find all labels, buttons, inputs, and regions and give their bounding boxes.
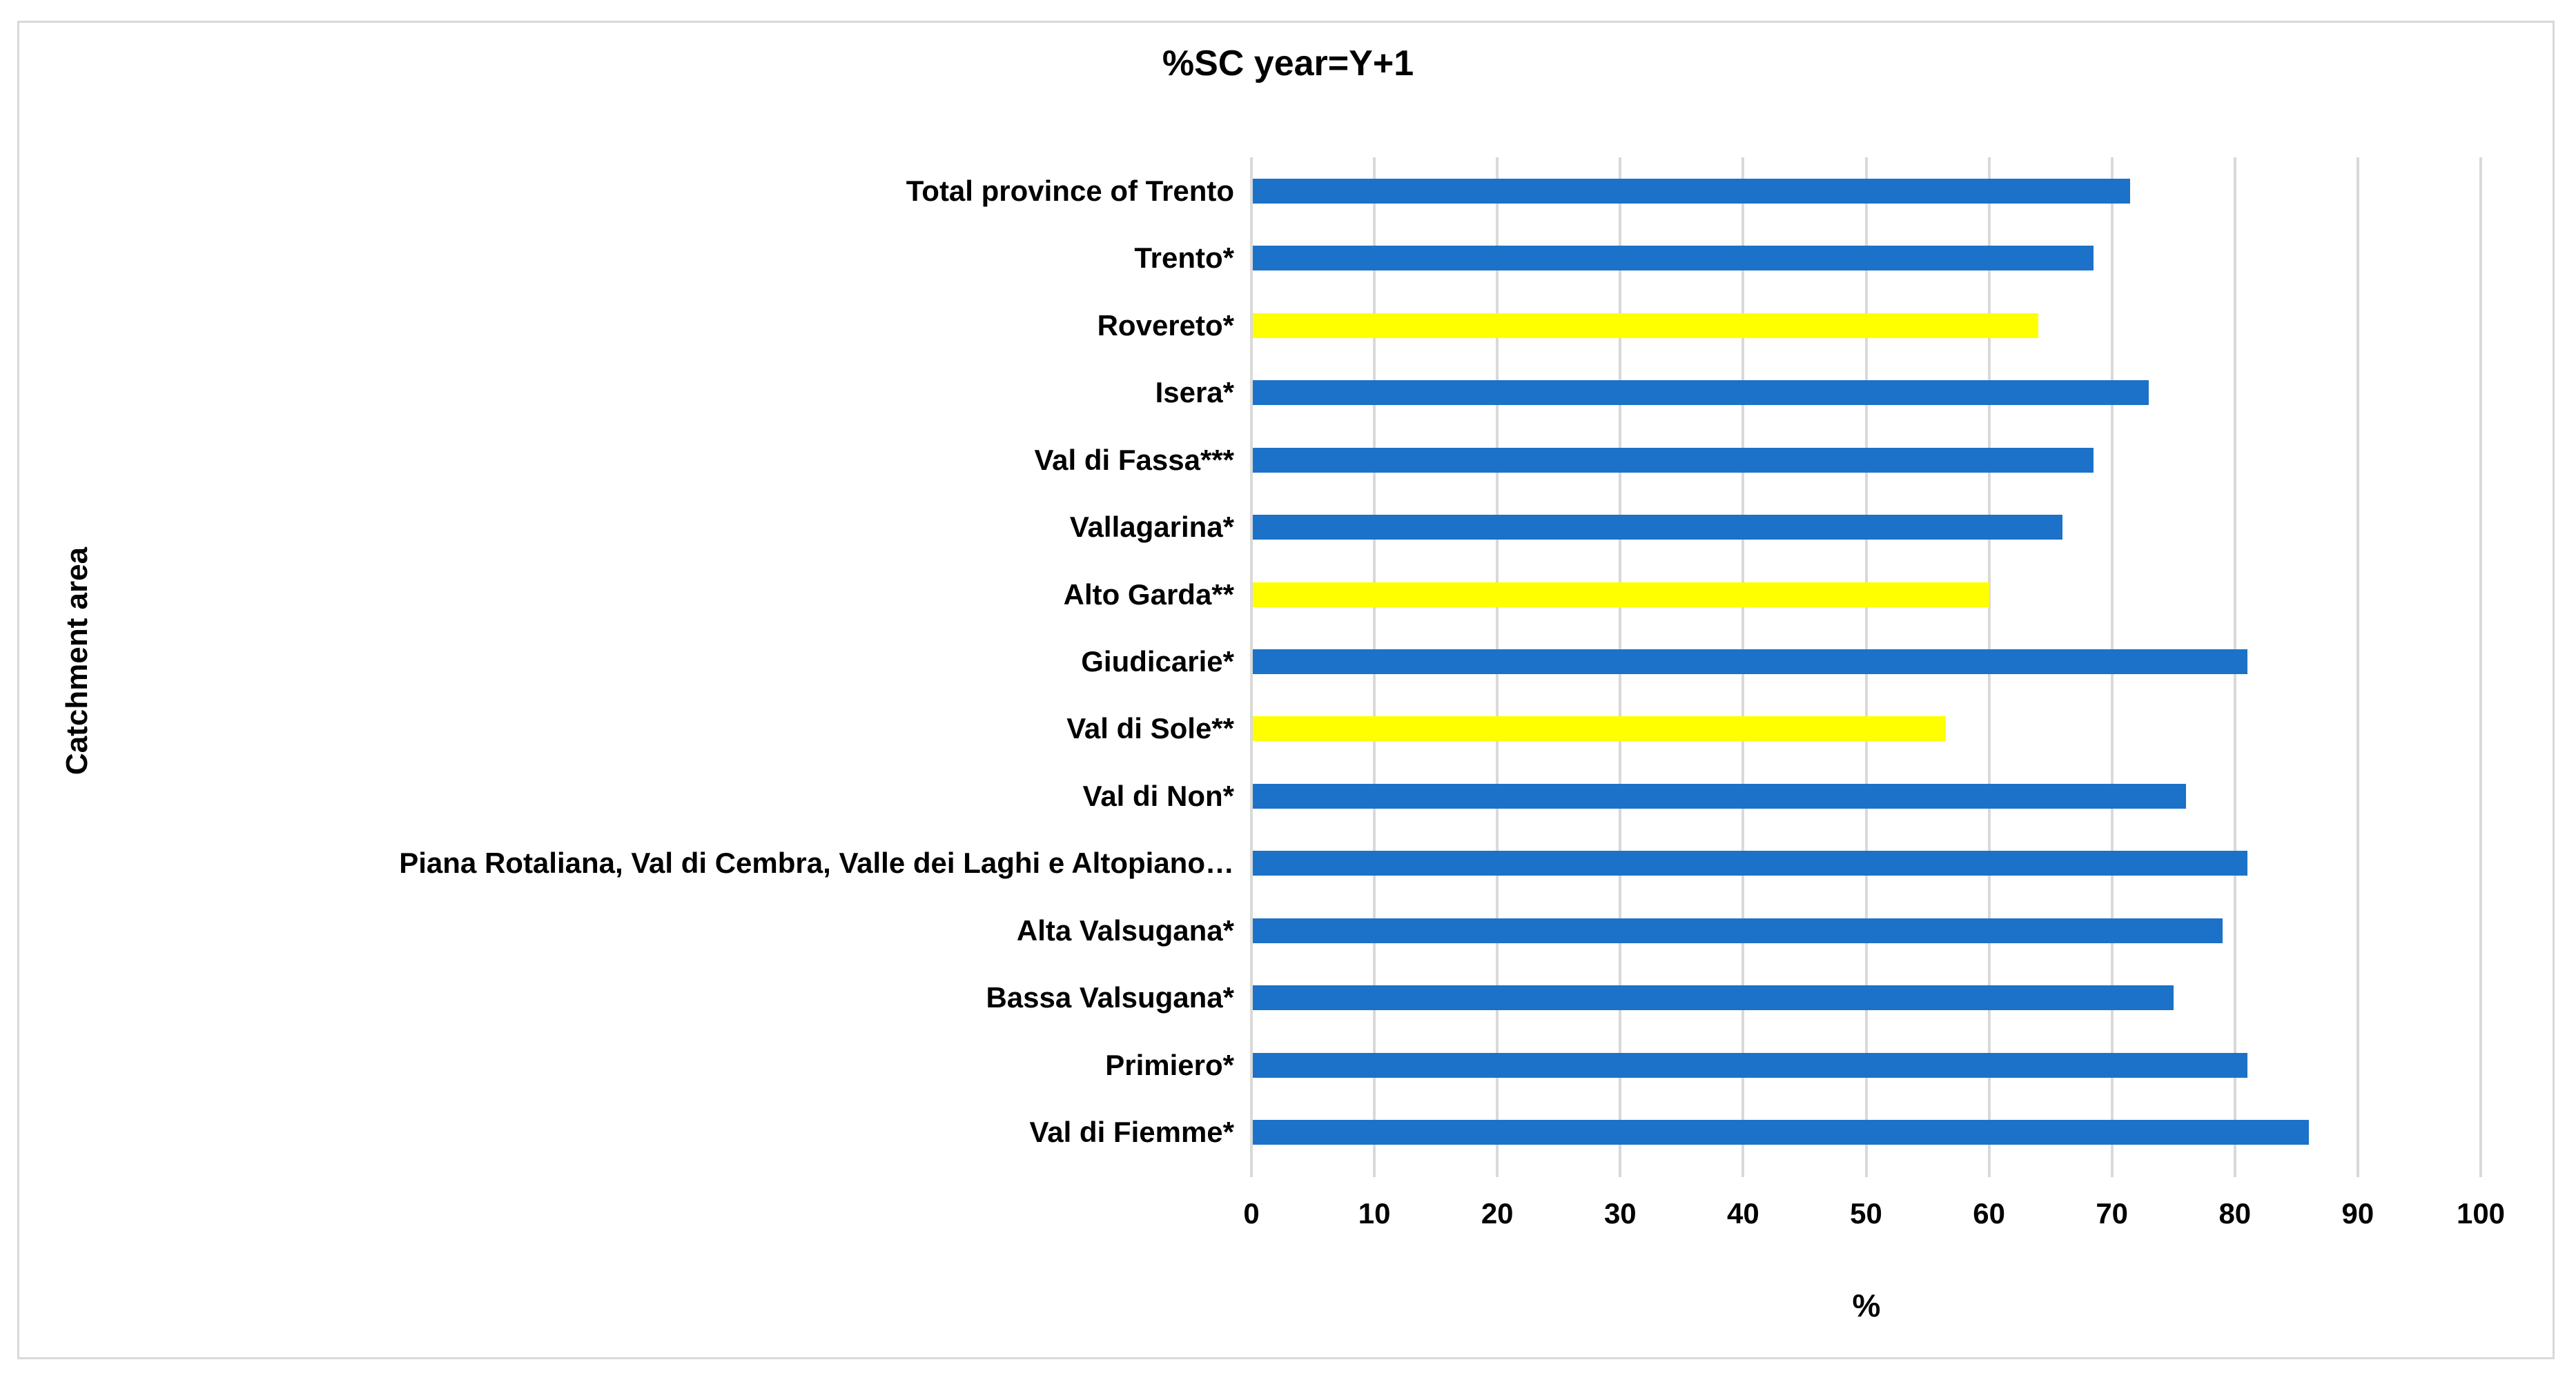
gridline-90 — [2356, 157, 2359, 1166]
tick-mark-50 — [1864, 1166, 1868, 1177]
value-axis-line — [1250, 157, 1253, 1166]
x-tick-label-90: 90 — [2341, 1197, 2374, 1230]
tick-mark-60 — [1987, 1166, 1991, 1177]
x-tick-label-40: 40 — [1727, 1197, 1759, 1230]
category-label-7: Alto Garda** — [1063, 578, 1234, 611]
bar-9 — [1253, 716, 1946, 742]
tick-mark-100 — [2479, 1166, 2482, 1177]
x-tick-label-20: 20 — [1481, 1197, 1514, 1230]
x-tick-label-10: 10 — [1358, 1197, 1391, 1230]
bar-7 — [1253, 582, 1989, 607]
tick-mark-40 — [1741, 1166, 1745, 1177]
bar-2 — [1253, 246, 2094, 271]
bar-13 — [1253, 985, 2174, 1011]
category-label-10: Val di Non* — [1082, 779, 1234, 812]
bar-1 — [1253, 178, 2131, 204]
x-tick-label-30: 30 — [1603, 1197, 1637, 1230]
plot-area — [1250, 157, 2482, 1177]
category-label-3: Rovereto* — [1097, 308, 1234, 342]
bar-14 — [1253, 1052, 2247, 1078]
bar-3 — [1253, 313, 2038, 338]
x-tick-label-70: 70 — [2096, 1197, 2129, 1230]
category-label-2: Trento* — [1134, 241, 1234, 275]
tick-mark-0 — [1250, 1166, 1253, 1177]
x-tick-label-80: 80 — [2218, 1197, 2252, 1230]
x-tick-label-100: 100 — [2456, 1197, 2506, 1230]
x-tick-label-0: 0 — [1243, 1197, 1260, 1230]
category-label-14: Primiero* — [1105, 1048, 1234, 1081]
bar-12 — [1253, 918, 2223, 943]
tick-mark-70 — [2110, 1166, 2114, 1177]
x-axis-title: % — [1852, 1288, 1881, 1323]
x-tick-label-50: 50 — [1850, 1197, 1882, 1230]
bar-4 — [1253, 380, 2149, 406]
category-label-5: Val di Fassa*** — [1034, 443, 1234, 476]
y-axis-title: Catchment area — [60, 546, 94, 776]
tick-mark-80 — [2233, 1166, 2236, 1177]
category-label-12: Alta Valsugana* — [1016, 914, 1234, 947]
bar-8 — [1253, 649, 2247, 674]
category-label-9: Val di Sole** — [1066, 712, 1234, 745]
bar-10 — [1253, 783, 2186, 809]
bar-11 — [1253, 851, 2247, 876]
bar-6 — [1253, 515, 2063, 540]
category-label-11: Piana Rotaliana, Val di Cembra, Valle de… — [399, 847, 1234, 880]
category-label-4: Isera* — [1155, 376, 1234, 409]
category-label-15: Val di Fiemme* — [1029, 1116, 1234, 1149]
category-label-8: Giudicarie* — [1081, 644, 1234, 678]
tick-mark-20 — [1496, 1166, 1499, 1177]
tick-mark-10 — [1373, 1166, 1376, 1177]
chart-title: %SC year=Y+1 — [1162, 43, 1414, 83]
category-label-13: Bassa Valsugana* — [986, 981, 1234, 1014]
x-tick-label-60: 60 — [1973, 1197, 2005, 1230]
gridline-100 — [2479, 157, 2482, 1166]
tick-mark-30 — [1619, 1166, 1622, 1177]
bar-15 — [1253, 1120, 2309, 1145]
category-label-6: Vallagarina* — [1069, 511, 1234, 544]
bar-5 — [1253, 447, 2094, 473]
tick-mark-90 — [2356, 1166, 2359, 1177]
category-label-1: Total province of Trento — [906, 174, 1234, 207]
